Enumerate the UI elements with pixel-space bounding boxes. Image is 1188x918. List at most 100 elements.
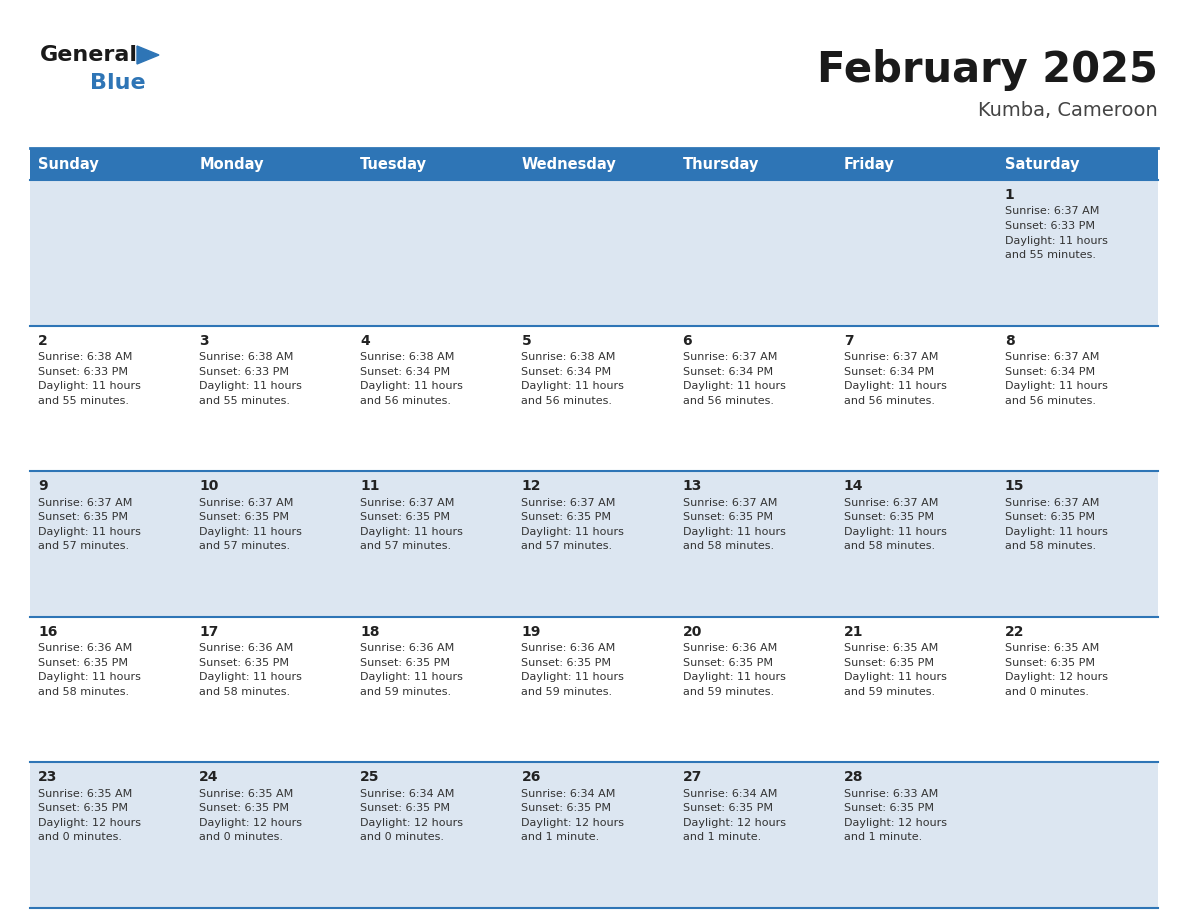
Text: Daylight: 11 hours: Daylight: 11 hours — [522, 381, 625, 391]
Text: and 56 minutes.: and 56 minutes. — [360, 396, 451, 406]
Text: Daylight: 11 hours: Daylight: 11 hours — [843, 527, 947, 537]
Bar — [30, 180, 191, 326]
Text: Sunrise: 6:36 AM: Sunrise: 6:36 AM — [522, 644, 615, 654]
Text: Daylight: 11 hours: Daylight: 11 hours — [38, 672, 141, 682]
Bar — [513, 471, 675, 617]
Text: Sunrise: 6:37 AM: Sunrise: 6:37 AM — [1005, 207, 1099, 217]
Bar — [835, 763, 997, 908]
Text: Sunset: 6:35 PM: Sunset: 6:35 PM — [522, 512, 612, 522]
Text: and 56 minutes.: and 56 minutes. — [683, 396, 773, 406]
Text: and 58 minutes.: and 58 minutes. — [1005, 542, 1097, 551]
Bar — [675, 471, 835, 617]
Text: Sunset: 6:35 PM: Sunset: 6:35 PM — [1005, 658, 1095, 667]
Text: Sunset: 6:35 PM: Sunset: 6:35 PM — [200, 658, 289, 667]
Text: General: General — [40, 45, 138, 65]
Text: Daylight: 12 hours: Daylight: 12 hours — [360, 818, 463, 828]
Text: Sunset: 6:35 PM: Sunset: 6:35 PM — [683, 803, 772, 813]
Text: Sunset: 6:34 PM: Sunset: 6:34 PM — [843, 366, 934, 376]
Text: Daylight: 11 hours: Daylight: 11 hours — [360, 381, 463, 391]
Text: and 56 minutes.: and 56 minutes. — [522, 396, 613, 406]
Bar — [997, 148, 1158, 180]
Bar — [353, 180, 513, 326]
Bar — [997, 471, 1158, 617]
Text: 20: 20 — [683, 625, 702, 639]
Bar — [513, 148, 675, 180]
Text: 18: 18 — [360, 625, 380, 639]
Text: Sunset: 6:35 PM: Sunset: 6:35 PM — [38, 803, 128, 813]
Text: Saturday: Saturday — [1005, 156, 1080, 172]
Text: 17: 17 — [200, 625, 219, 639]
Text: Sunrise: 6:37 AM: Sunrise: 6:37 AM — [360, 498, 455, 508]
Text: and 0 minutes.: and 0 minutes. — [38, 833, 122, 843]
Text: Kumba, Cameroon: Kumba, Cameroon — [978, 100, 1158, 119]
Text: Daylight: 11 hours: Daylight: 11 hours — [683, 672, 785, 682]
Text: and 58 minutes.: and 58 minutes. — [843, 542, 935, 551]
Text: 8: 8 — [1005, 333, 1015, 348]
Text: Sunrise: 6:34 AM: Sunrise: 6:34 AM — [522, 789, 615, 799]
Text: February 2025: February 2025 — [817, 49, 1158, 91]
Text: Sunset: 6:35 PM: Sunset: 6:35 PM — [1005, 512, 1095, 522]
Text: Daylight: 11 hours: Daylight: 11 hours — [38, 381, 141, 391]
Bar — [30, 326, 191, 471]
Text: 2: 2 — [38, 333, 48, 348]
Bar — [513, 763, 675, 908]
Text: and 57 minutes.: and 57 minutes. — [200, 542, 290, 551]
Text: Friday: Friday — [843, 156, 895, 172]
Text: Sunrise: 6:37 AM: Sunrise: 6:37 AM — [683, 353, 777, 362]
Bar — [835, 180, 997, 326]
Text: Sunrise: 6:37 AM: Sunrise: 6:37 AM — [38, 498, 132, 508]
Text: Sunset: 6:35 PM: Sunset: 6:35 PM — [200, 512, 289, 522]
Text: Sunrise: 6:34 AM: Sunrise: 6:34 AM — [683, 789, 777, 799]
Text: 28: 28 — [843, 770, 864, 784]
Text: Daylight: 12 hours: Daylight: 12 hours — [843, 818, 947, 828]
Text: 15: 15 — [1005, 479, 1024, 493]
Text: Sunset: 6:35 PM: Sunset: 6:35 PM — [38, 658, 128, 667]
Bar — [675, 617, 835, 763]
Text: Sunrise: 6:33 AM: Sunrise: 6:33 AM — [843, 789, 939, 799]
Text: and 57 minutes.: and 57 minutes. — [522, 542, 613, 551]
Text: Daylight: 11 hours: Daylight: 11 hours — [683, 381, 785, 391]
Bar — [835, 148, 997, 180]
Text: 14: 14 — [843, 479, 864, 493]
Text: and 55 minutes.: and 55 minutes. — [200, 396, 290, 406]
Text: Sunset: 6:35 PM: Sunset: 6:35 PM — [38, 512, 128, 522]
Text: Daylight: 12 hours: Daylight: 12 hours — [683, 818, 785, 828]
Text: Daylight: 11 hours: Daylight: 11 hours — [843, 381, 947, 391]
Text: and 1 minute.: and 1 minute. — [843, 833, 922, 843]
Text: Daylight: 12 hours: Daylight: 12 hours — [522, 818, 625, 828]
Text: and 59 minutes.: and 59 minutes. — [522, 687, 613, 697]
Text: Sunset: 6:33 PM: Sunset: 6:33 PM — [200, 366, 289, 376]
Bar — [675, 148, 835, 180]
Bar — [513, 180, 675, 326]
Text: Sunrise: 6:37 AM: Sunrise: 6:37 AM — [683, 498, 777, 508]
Text: 1: 1 — [1005, 188, 1015, 202]
Text: Sunrise: 6:36 AM: Sunrise: 6:36 AM — [683, 644, 777, 654]
Text: Sunrise: 6:36 AM: Sunrise: 6:36 AM — [200, 644, 293, 654]
Bar — [675, 180, 835, 326]
Text: Sunrise: 6:37 AM: Sunrise: 6:37 AM — [843, 498, 939, 508]
Text: and 0 minutes.: and 0 minutes. — [200, 833, 283, 843]
Text: and 0 minutes.: and 0 minutes. — [360, 833, 444, 843]
Text: Sunset: 6:35 PM: Sunset: 6:35 PM — [683, 512, 772, 522]
Text: Sunrise: 6:38 AM: Sunrise: 6:38 AM — [360, 353, 455, 362]
Bar — [30, 148, 191, 180]
Text: 25: 25 — [360, 770, 380, 784]
Text: 19: 19 — [522, 625, 541, 639]
Text: Sunset: 6:35 PM: Sunset: 6:35 PM — [360, 512, 450, 522]
Bar — [997, 180, 1158, 326]
Text: Daylight: 12 hours: Daylight: 12 hours — [38, 818, 141, 828]
Text: 27: 27 — [683, 770, 702, 784]
Text: Sunrise: 6:38 AM: Sunrise: 6:38 AM — [522, 353, 615, 362]
Bar — [30, 471, 191, 617]
Text: Sunset: 6:34 PM: Sunset: 6:34 PM — [360, 366, 450, 376]
Text: 21: 21 — [843, 625, 864, 639]
Bar — [997, 326, 1158, 471]
Text: Sunset: 6:33 PM: Sunset: 6:33 PM — [38, 366, 128, 376]
Text: Sunrise: 6:37 AM: Sunrise: 6:37 AM — [522, 498, 615, 508]
Bar — [353, 617, 513, 763]
Text: Sunrise: 6:37 AM: Sunrise: 6:37 AM — [1005, 353, 1099, 362]
Bar — [675, 763, 835, 908]
Text: and 57 minutes.: and 57 minutes. — [360, 542, 451, 551]
Text: and 57 minutes.: and 57 minutes. — [38, 542, 129, 551]
Text: 16: 16 — [38, 625, 57, 639]
